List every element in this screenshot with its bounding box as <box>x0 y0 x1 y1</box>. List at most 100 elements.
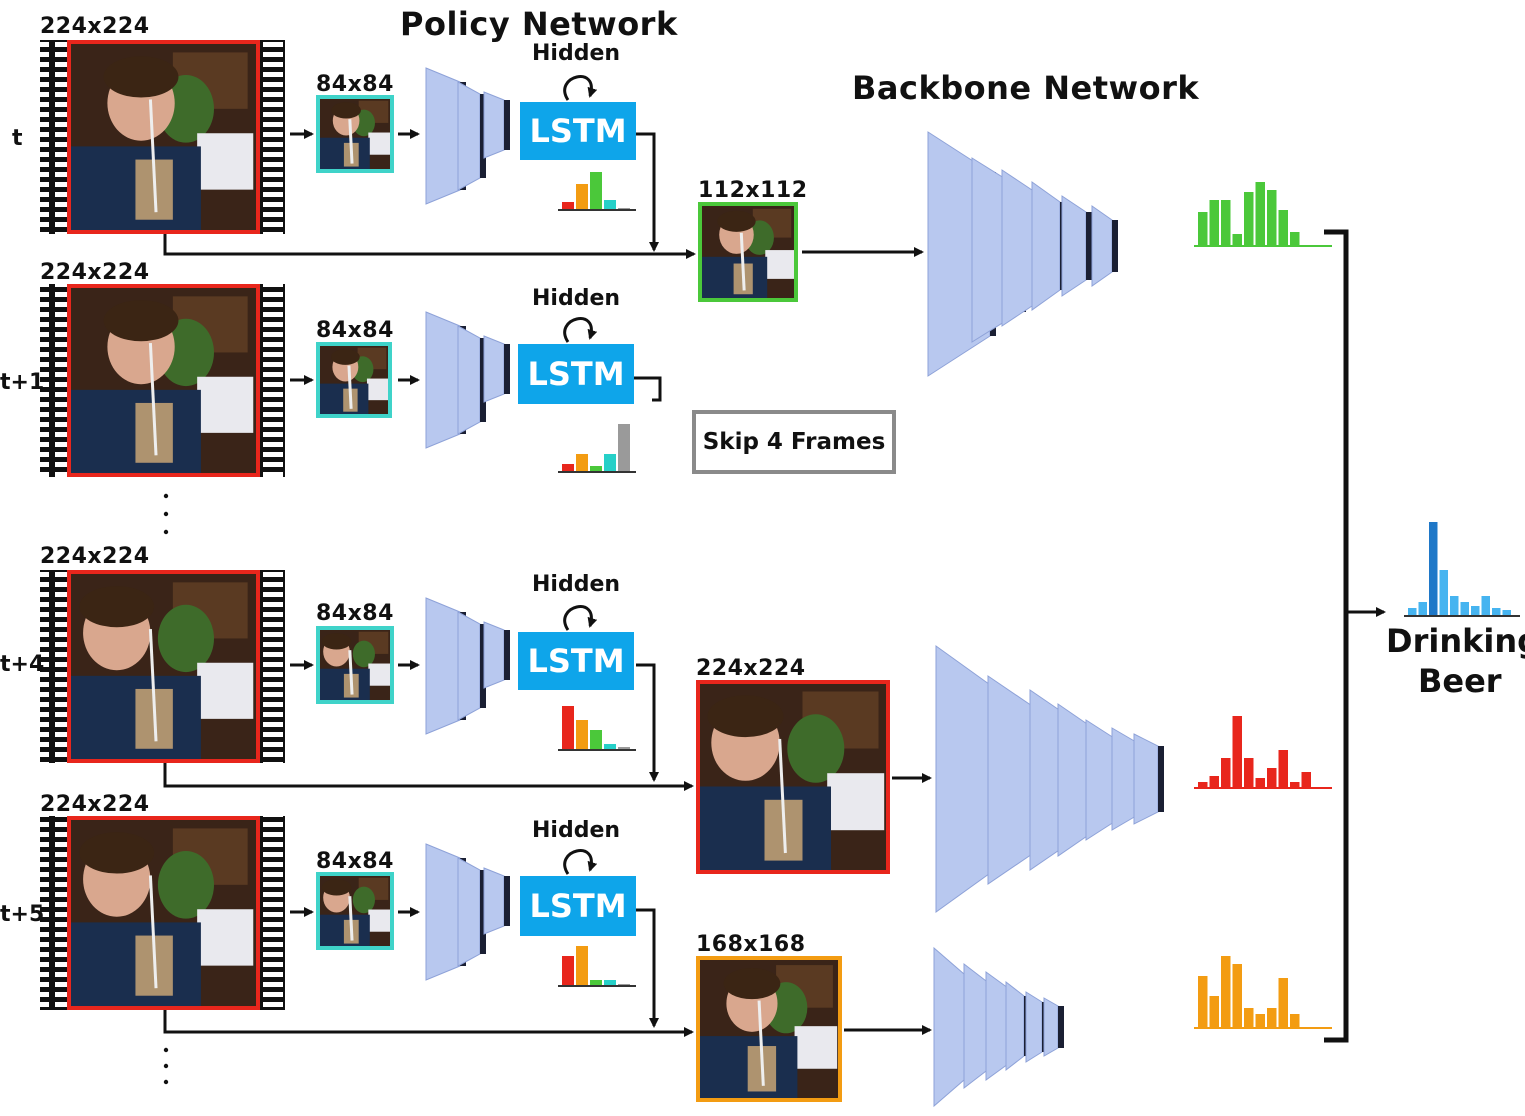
frame-image-t1-boxes <box>197 376 254 433</box>
policy-hist-t4-bar-4 <box>618 747 630 750</box>
selected-input-image-112-boxes <box>765 250 795 279</box>
film-strip-right-t5 <box>259 816 285 1010</box>
backbone-network-112-slab-5 <box>1091 205 1113 287</box>
policy-hist-t5 <box>558 946 636 987</box>
arrow-lstm-decision-t4 <box>636 663 659 782</box>
selected-input-image-112 <box>700 204 796 300</box>
hidden-label-t5: Hidden <box>532 818 621 843</box>
frame-border-t1 <box>67 284 260 477</box>
backbone-network-224-slab-6 <box>1133 733 1159 825</box>
policy-input-image-t-hair <box>331 102 361 119</box>
prediction-label-line2: Beer <box>1418 662 1502 700</box>
backbone-hist-112-bar-1 <box>1209 200 1219 246</box>
policy-network-title: Policy Network <box>400 5 678 43</box>
arrow-frame-to-selected-t4 <box>163 763 694 791</box>
backbone-network-168-slab-3 <box>1005 980 1025 1072</box>
policy-cnn-t5-slab-0 <box>425 843 461 981</box>
policy-hist-t-bar-1 <box>576 184 588 210</box>
policy-input-image-t5-hair <box>321 879 352 896</box>
backbone-hist-168-bar-3 <box>1232 964 1242 1028</box>
selected-size-label-112: 112x112 <box>698 178 808 203</box>
frame-border-t5 <box>67 816 260 1010</box>
lstm-block-t1: LSTM <box>518 344 634 404</box>
backbone-hist-112-bar-7 <box>1278 210 1288 246</box>
film-strip-left-t1 <box>40 284 68 477</box>
hidden-loop-arrow-t1 <box>563 317 598 343</box>
prediction-hist-bar-6 <box>1471 606 1480 616</box>
film-strip-left-t5 <box>40 816 68 1010</box>
backbone-network-112-slab-4 <box>1061 195 1087 297</box>
policy-input-image-t5-boxes <box>368 909 391 932</box>
frame-image-t4-boxes <box>197 662 254 719</box>
backbone-hist-224-bar-6 <box>1267 768 1277 788</box>
policy-cnn-t4-edge-1 <box>480 624 486 708</box>
selected-input-image-168-straw <box>757 1000 765 1086</box>
backbone-network-168 <box>933 946 1064 1108</box>
frame-image-t5-hair <box>79 832 155 874</box>
frame-size-label-t: 224x224 <box>40 14 150 39</box>
backbone-hist-224-bar-1 <box>1209 776 1219 788</box>
backbone-hist-168-bar-8 <box>1290 1014 1300 1028</box>
backbone-network-224-edge-6 <box>1158 746 1164 812</box>
prediction-hist-bar-7 <box>1481 596 1490 616</box>
policy-hist-t1-bar-2 <box>590 466 602 472</box>
lstm-skip-bracket-t1 <box>634 376 662 402</box>
selected-input-image-224-straw <box>778 738 787 854</box>
policy-size-label-t: 84x84 <box>316 72 394 97</box>
lstm-block-t5: LSTM <box>520 876 636 936</box>
policy-hist-t-bar-2 <box>590 172 602 210</box>
time-label-t4: t+4 <box>0 652 45 677</box>
frame-image-t <box>70 43 257 231</box>
policy-hist-t1-bar-1 <box>576 454 588 472</box>
policy-cnn-t-slab-1 <box>457 81 481 191</box>
backbone-network-224-slab-3 <box>1057 703 1091 857</box>
lstm-block-t: LSTM <box>520 102 636 160</box>
backbone-network-title: Backbone Network <box>852 69 1200 107</box>
backbone-hist-224-bar-2 <box>1221 758 1231 788</box>
selected-input-border-224 <box>696 680 890 874</box>
policy-cnn-t5-edge-1 <box>480 870 486 954</box>
selected-input-image-224-hair <box>707 695 784 738</box>
policy-input-border-t4 <box>316 626 394 704</box>
policy-input-image-t1 <box>318 344 390 416</box>
backbone-hist-224-bar-5 <box>1255 778 1265 788</box>
policy-hist-t4 <box>558 706 636 751</box>
policy-cnn-t5-slab-2 <box>483 867 505 935</box>
backbone-hist-224 <box>1194 716 1332 789</box>
frame-image-t4-straw <box>148 629 158 742</box>
selected-input-border-168 <box>696 956 842 1102</box>
prediction-hist-bar-9 <box>1502 610 1511 616</box>
film-strip-right-t <box>259 40 285 234</box>
policy-hist-t4-bar-0 <box>562 706 574 750</box>
policy-cnn-t <box>425 67 510 205</box>
policy-size-label-t5: 84x84 <box>316 849 394 874</box>
backbone-network-224-slab-4 <box>1085 719 1115 841</box>
selected-input-border-112 <box>698 202 798 302</box>
frame-image-t-straw <box>148 99 158 213</box>
backbone-network-168-slab-0 <box>933 946 965 1108</box>
policy-hist-t5-bar-3 <box>604 980 616 986</box>
frame-image-t4-plant <box>157 604 214 673</box>
backbone-network-168-slab-2 <box>985 971 1009 1081</box>
policy-input-border-t <box>316 95 394 173</box>
frame-size-label-t5: 224x224 <box>40 792 150 817</box>
policy-input-border-t1 <box>316 342 392 418</box>
backbone-hist-224-bar-4 <box>1244 758 1254 788</box>
frame-image-t1 <box>70 287 257 474</box>
prediction-hist-bar-2 <box>1429 522 1438 616</box>
policy-cnn-t1 <box>425 311 510 449</box>
frame-size-label-t4: 224x224 <box>40 544 150 569</box>
hidden-label-t4: Hidden <box>532 572 621 597</box>
backbone-hist-224-bar-3 <box>1232 716 1242 788</box>
policy-input-image-t5-plant <box>352 886 375 914</box>
backbone-hist-168-bar-6 <box>1267 1008 1277 1028</box>
aggregation-bracket <box>1324 229 1349 1043</box>
policy-input-image-t1-hair <box>330 349 360 365</box>
policy-input-image-t4-plant <box>352 640 375 668</box>
ellipsis-dot-3 <box>163 1047 169 1053</box>
frame-image-t4-hair <box>79 586 155 628</box>
selected-size-label-224: 224x224 <box>696 656 806 681</box>
policy-cnn-t4-edge-2 <box>504 630 510 680</box>
selected-input-image-168-hair <box>723 967 781 1000</box>
